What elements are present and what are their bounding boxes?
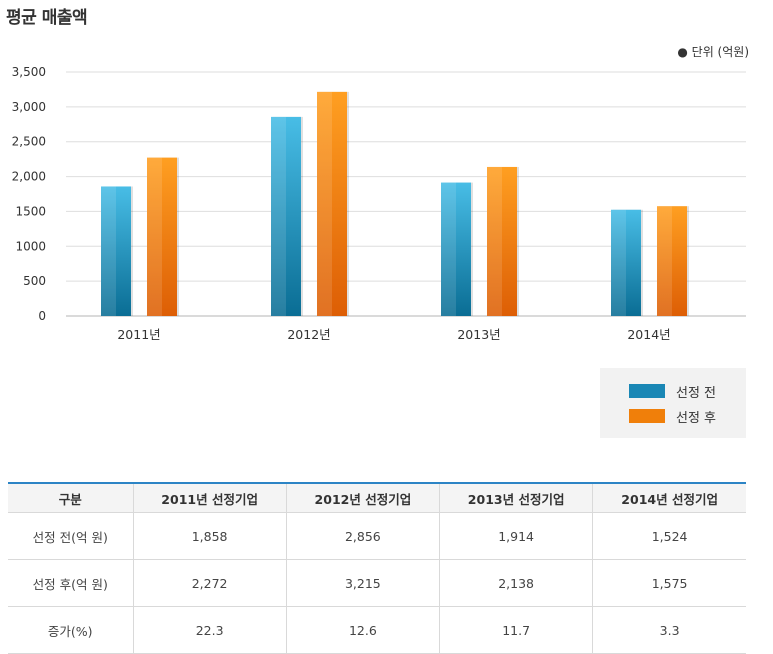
bar-after <box>147 157 177 316</box>
table-header: 2011년 선정기업 <box>132 482 287 513</box>
table-row: 선정 후(억 원) 2,272 3,215 2,138 1,575 <box>8 559 746 607</box>
bar-highlight <box>147 157 162 316</box>
y-tick-label: 0 <box>38 309 46 323</box>
bar-before <box>101 186 131 316</box>
table-header: 2013년 선정기업 <box>438 482 593 513</box>
bar-highlight <box>611 209 626 316</box>
y-tick-label: 500 <box>23 274 46 288</box>
bar-before <box>611 209 641 316</box>
legend-swatch-before <box>629 384 665 398</box>
y-tick-label: 1500 <box>15 204 46 218</box>
y-tick-label: 2,000 <box>12 170 46 184</box>
unit-label: ● 단위 (억원) <box>677 45 749 59</box>
table-cell: 1,575 <box>592 559 746 607</box>
row-label: 증가(%) <box>8 606 133 654</box>
bar-highlight <box>101 186 116 316</box>
table-cell: 1,524 <box>592 512 746 560</box>
y-tick-label: 1000 <box>15 239 46 253</box>
x-tick-label: 2011년 <box>117 327 160 342</box>
y-tick-label: 2,500 <box>12 135 46 149</box>
table-cell: 11.7 <box>438 606 593 654</box>
table-cell: 12.6 <box>285 606 440 654</box>
x-tick-label: 2012년 <box>287 327 330 342</box>
table-cell: 22.3 <box>132 606 287 654</box>
x-tick-label: 2013년 <box>457 327 500 342</box>
bar-after <box>317 91 347 317</box>
bar-highlight <box>271 116 286 317</box>
table-cell: 1,914 <box>438 512 593 560</box>
table-cell: 2,138 <box>438 559 593 607</box>
legend-label-before: 선정 전 <box>676 386 717 401</box>
table-cell: 2,272 <box>132 559 287 607</box>
table-header: 2012년 선정기업 <box>285 482 440 513</box>
table-header-row: 구분 2011년 선정기업 2012년 선정기업 2013년 선정기업 2014… <box>8 482 746 513</box>
bar-after <box>487 166 517 316</box>
chart-legend: 선정 전 선정 후 <box>600 368 746 438</box>
table-cell: 1,858 <box>132 512 287 560</box>
bar-highlight <box>657 206 672 316</box>
bar-chart: 0 500 1000 1500 2,000 2,500 3,000 3,500 2011년 201… <box>12 65 746 342</box>
bar-highlight <box>487 166 502 316</box>
table-header: 2014년 선정기업 <box>592 482 746 513</box>
table-cell: 3,215 <box>285 559 440 607</box>
table-row: 증가(%) 22.3 12.6 11.7 3.3 <box>8 606 746 654</box>
y-tick-label: 3,500 <box>12 65 46 79</box>
bar-before <box>441 182 471 316</box>
bar-highlight <box>317 91 332 317</box>
table-row: 선정 전(억 원) 1,858 2,856 1,914 1,524 <box>8 512 746 560</box>
row-label: 선정 전(억 원) <box>8 512 133 560</box>
y-tick-label: 3,000 <box>12 100 46 114</box>
table-header: 구분 <box>8 482 133 513</box>
bar-after <box>657 206 687 316</box>
page-title: 평균 매출액 <box>6 8 88 28</box>
legend-swatch-after <box>629 409 665 423</box>
bar-before <box>271 116 301 317</box>
legend-label-after: 선정 후 <box>676 411 717 426</box>
summary-table: 구분 2011년 선정기업 2012년 선정기업 2013년 선정기업 2014… <box>8 482 746 654</box>
x-tick-label: 2014년 <box>627 327 670 342</box>
table-cell: 2,856 <box>285 512 440 560</box>
bar-highlight <box>441 182 456 316</box>
table-cell: 3.3 <box>592 606 746 654</box>
row-label: 선정 후(억 원) <box>8 559 133 607</box>
